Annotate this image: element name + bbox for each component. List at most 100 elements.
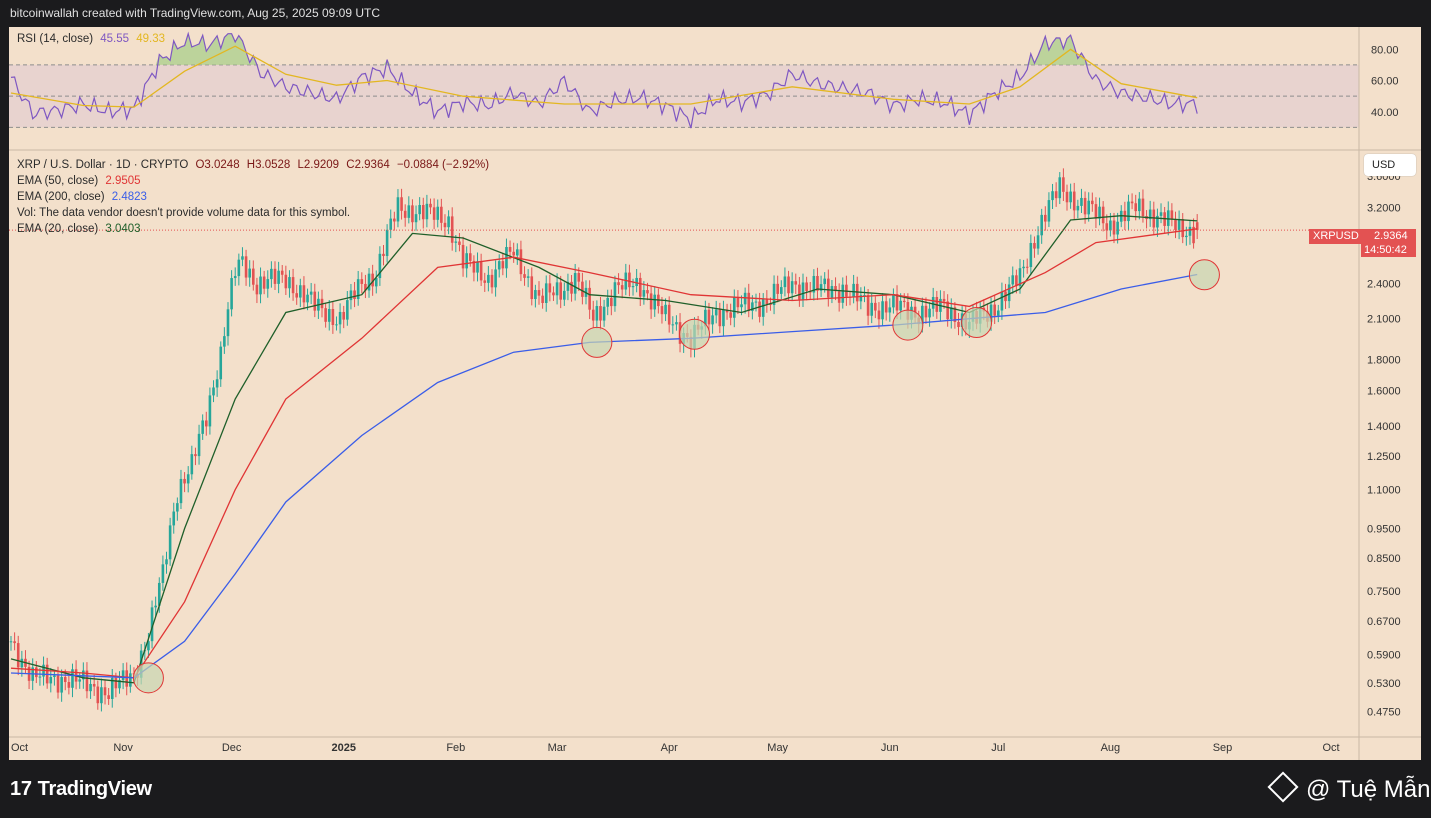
candle-body [1072,191,1076,211]
candle-body [664,304,667,315]
currency-button[interactable]: USD [1364,154,1416,176]
candle-body [790,281,794,294]
candle-body [671,324,675,326]
candle-body [78,679,82,682]
last-price-value: 2.9364 [1374,230,1408,242]
candle-body [1058,177,1062,199]
ema50-value: 2.9505 [105,175,141,187]
candle-body [1036,235,1040,249]
ema200-value: 2.4823 [111,191,147,203]
tradingview-logo[interactable]: 17 TradingView [10,778,152,801]
candle-body [71,669,74,688]
candle-body [653,294,657,310]
candle-body [252,268,255,285]
candle-body [1174,219,1177,230]
candle-body [60,677,63,693]
rsi-label: RSI (14, close) [17,33,94,45]
candle-body [628,272,631,288]
symbol-tag: XRPUSD [1313,230,1359,242]
candle-body [1181,219,1185,238]
candle-body [396,197,400,222]
candle-body [743,292,747,305]
candle-body [367,273,371,291]
candle-body [230,278,233,310]
ema20-value: 3.0403 [105,223,141,235]
candle-body [179,478,183,504]
candle-body [1134,203,1138,212]
candle-body [125,670,129,687]
candle-body [519,249,523,275]
candle-body [150,607,154,642]
candle-body [270,268,273,280]
candle-body [794,281,798,285]
candle-body [403,210,407,218]
candle-body [280,270,284,275]
rsi-overbought-fill [11,33,1198,65]
candle-body [1156,215,1159,228]
candle-body [736,297,740,308]
candle-body [259,276,262,295]
candle-body [711,315,714,325]
candle-body [563,290,566,300]
candle-body [1022,266,1025,269]
candle-body [487,274,490,283]
candle-body [204,420,208,427]
candle-body [993,304,996,316]
candle-body [946,301,949,320]
ohlc-legend: XRP / U.S. Dollar · 1D · CRYPTO O3.0248 … [17,159,493,171]
candle-body [400,197,403,211]
candle-body [642,290,646,297]
candle-body [526,276,530,278]
binance-icon [1267,771,1299,803]
support-marker [961,307,993,339]
candle-body [801,282,805,300]
candle-body [244,256,248,278]
high-value: H3.0528 [246,159,291,171]
candle-body [186,474,190,484]
candle-body [1087,200,1090,215]
candle-body [1000,291,1004,311]
candle-body [931,296,935,309]
candle-body [877,310,881,320]
candle-body [989,304,993,322]
candle-body [1116,221,1119,235]
candle-body [219,346,223,380]
candle-body [667,304,671,325]
candle-body [248,268,251,278]
candle-body [440,206,443,223]
time-tick-label: Feb [446,742,465,754]
candle-body [595,306,599,321]
candle-body [349,290,353,301]
candle-body [761,299,765,317]
attribution-text: bitcoinwallah created with TradingView.c… [10,6,380,20]
chart-frame[interactable]: 40.00 60.00 80.00 0.4750 0.5300 0.5900 0.6700 0… [9,27,1421,760]
candle-body [1159,212,1163,216]
candle-body [534,290,537,300]
tradingview-brand: TradingView [37,778,152,800]
candle-body [389,218,393,230]
candle-body [769,303,772,306]
candle-body [870,302,874,316]
candle-body [732,297,736,318]
candle-body [237,259,241,277]
candle-body [566,281,570,291]
candle-body [541,295,544,303]
last-price-tag: XRPUSD 2.9364 [1309,229,1416,244]
candle-body [114,677,118,689]
candle-body [1188,226,1192,236]
candle-body [1080,197,1083,206]
candle-body [382,253,385,257]
candle-body [82,670,85,680]
candle-body [353,290,356,300]
candle-body [92,683,96,687]
low-value: L2.9209 [297,159,340,171]
candle-body [302,285,306,303]
candle-body [863,295,866,297]
candle-body [497,261,501,270]
candle-body [393,218,396,222]
chart-canvas[interactable]: 40.00 60.00 80.00 0.4750 0.5300 0.5900 0.6700 0… [9,27,1421,760]
rsi-line [10,31,1198,129]
candle-body [508,246,512,252]
time-tick-label: Nov [113,742,133,754]
candle-body [577,273,581,282]
